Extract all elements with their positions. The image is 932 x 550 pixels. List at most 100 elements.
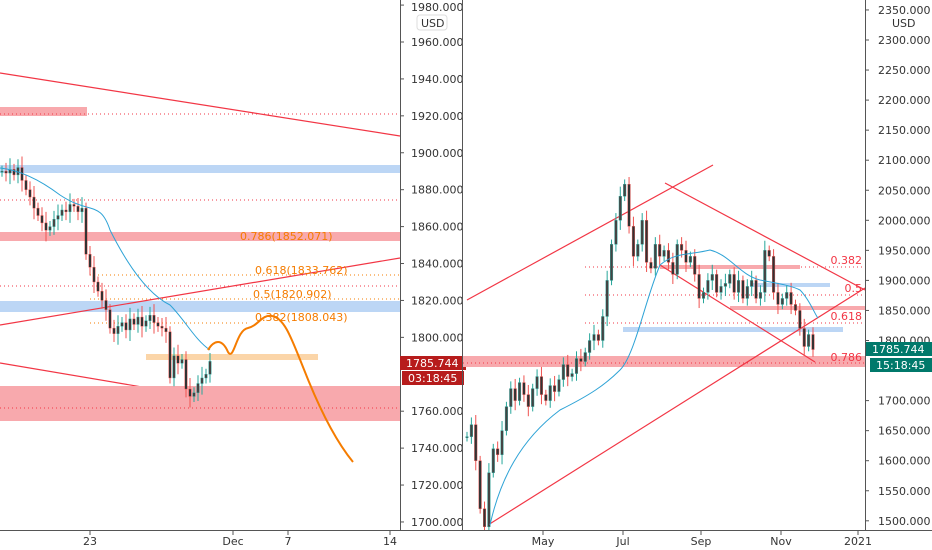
candle-body [715,274,719,293]
target-zone[interactable] [146,354,318,360]
candle-body [793,304,797,311]
candle [200,366,204,395]
candle [763,240,767,303]
candle-body [12,169,16,176]
candle-body [649,262,653,269]
candle [574,351,579,381]
candle-body [208,361,212,375]
support-zone[interactable] [0,165,400,173]
price-axis-right[interactable]: 2350.000 2300.000 2250.000 2200.000 2150.000… [865,4,931,528]
candles-left [0,156,212,408]
candle [618,186,622,230]
resistance-zone[interactable] [0,107,87,116]
channel-line[interactable] [664,182,866,291]
left-panel[interactable]: 0.786(1852.071) 0.618(1833.762) 0.5(1820… [0,72,401,463]
support-zone[interactable] [0,301,400,312]
candle [548,378,552,408]
candle-body [789,292,793,305]
candle [535,369,539,396]
y-tick-label: 2350.000 [878,4,931,17]
time-axis[interactable]: 23 Dec 7 14 May Jul Sep Nov 2021 [83,531,872,548]
countdown: 03:18:45 [408,372,457,385]
candle-body [68,204,72,213]
candle-body [64,209,68,213]
candle [128,307,132,342]
candle-body [662,250,666,257]
candle-body [548,385,552,401]
candle-body [136,316,140,325]
candle [56,204,60,231]
right-panel[interactable]: 0.382 0.5 0.618 0.786 [463,164,866,537]
candle-body [680,244,684,251]
last-price-tag [866,342,932,356]
candle [566,354,570,387]
candle [164,317,168,343]
candle [658,234,662,266]
moving-average-line [489,249,819,526]
candle-body [605,280,609,317]
candle-body [84,207,88,255]
fib-label: 0.618 [831,310,863,323]
trendline[interactable] [0,72,401,137]
candle-body [140,316,144,327]
support-zone[interactable] [750,283,830,287]
resistance-zone[interactable] [0,232,400,241]
x-tick-label: May [532,535,555,548]
candle-body [728,274,732,284]
candle [491,443,495,478]
trendline[interactable] [0,257,401,326]
resistance-zone[interactable] [730,306,865,310]
candle-body [504,406,508,431]
candle [741,275,745,304]
candle [811,327,815,357]
candle-body [798,310,802,329]
x-tick-label: 14 [383,535,397,548]
candle-body [697,274,701,299]
candle [737,270,741,303]
candle-body [526,394,530,407]
countdown-tag [402,371,464,385]
demand-zone[interactable] [0,386,400,421]
candle [653,237,657,276]
candle [675,239,679,280]
candle [793,299,797,316]
candle-body [614,220,618,245]
currency-label: USD [892,17,916,30]
resistance-zone[interactable] [660,265,800,269]
candle-body [465,436,469,438]
channel-line[interactable] [659,264,816,363]
candle [627,177,631,234]
demand-zone[interactable] [463,356,865,367]
candle [487,463,491,537]
y-tick-label: 1700.000 [878,395,931,408]
support-zone[interactable] [623,327,843,332]
candle [728,269,732,289]
candle [645,210,649,272]
candle-body [96,281,100,292]
last-price: 1785.744 [872,343,925,356]
candle-body [148,315,152,321]
candle [688,251,692,268]
channel-line[interactable] [466,164,714,301]
projection-path[interactable] [207,314,354,463]
candle [649,257,653,274]
y-tick-label: 1740.000 [411,442,464,455]
candle-body [164,327,168,333]
candle [666,243,670,270]
candle-body [124,322,128,331]
candle-body [196,383,200,393]
candle-body [706,280,710,293]
candle [36,202,40,222]
y-tick-label: 2250.000 [878,64,931,77]
candle [701,287,706,304]
price-axis-left[interactable]: 1980.000 1960.000 1940.000 1920.000 1900.000… [400,1,464,529]
candle [100,282,104,309]
candle [518,377,522,406]
candle-body [204,374,208,379]
candle-body [776,292,780,305]
channel-line[interactable] [487,287,866,526]
x-tick-label: 7 [285,535,292,548]
candle-body [684,250,688,263]
candle-body [24,180,28,190]
